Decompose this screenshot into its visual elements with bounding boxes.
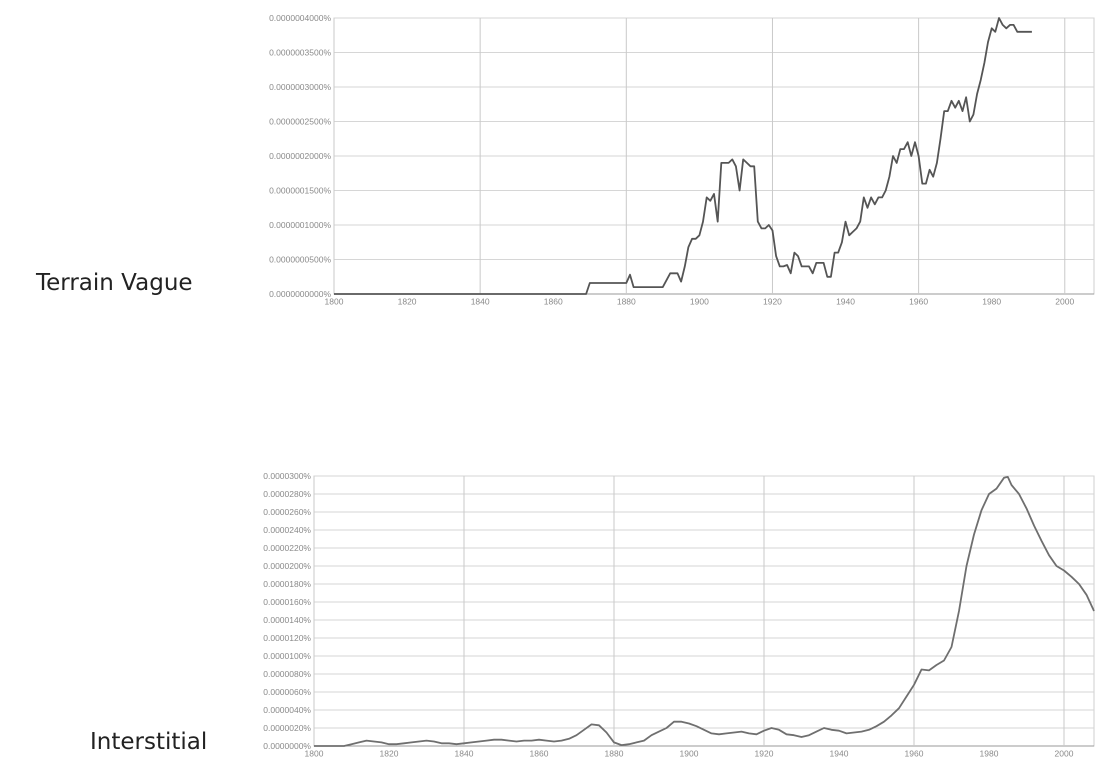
series-line	[334, 17, 1032, 295]
x-tick-label: 1860	[530, 749, 549, 759]
y-tick-label: 0.0000003000%	[269, 82, 331, 92]
y-tick-label: 0.0000280%	[263, 489, 311, 499]
y-tick-label: 0.0000200%	[263, 561, 311, 571]
x-tick-label: 1800	[305, 749, 324, 759]
y-tick-label: 0.0000060%	[263, 687, 311, 697]
y-tick-label: 0.0000020%	[263, 723, 311, 733]
x-tick-label: 1820	[380, 749, 399, 759]
y-tick-label: 0.0000000000%	[269, 289, 331, 299]
x-tick-label: 1980	[980, 749, 999, 759]
y-tick-label: 0.0000001000%	[269, 220, 331, 230]
series-line	[314, 476, 1095, 747]
y-tick-label: 0.0000004000%	[269, 13, 331, 23]
row-label-terrain-vague: Terrain Vague	[36, 270, 193, 296]
y-tick-label: 0.0000140%	[263, 615, 311, 625]
x-tick-label: 1940	[836, 297, 855, 307]
row-label-interstitial: Interstitial	[90, 729, 208, 755]
x-tick-label: 1880	[617, 297, 636, 307]
y-tick-label: 0.0000000500%	[269, 254, 331, 264]
x-tick-label: 1860	[544, 297, 563, 307]
y-tick-label: 0.0000300%	[263, 471, 311, 481]
x-tick-label: 2000	[1055, 297, 1074, 307]
x-tick-label: 1960	[905, 749, 924, 759]
x-tick-label: 1920	[755, 749, 774, 759]
y-tick-label: 0.0000160%	[263, 597, 311, 607]
x-tick-label: 1920	[763, 297, 782, 307]
plot-area-border	[313, 475, 1095, 747]
x-tick-label: 1960	[909, 297, 928, 307]
ngram-chart-terrain-vague: 0.0000000000% 0.0000000500% 0.0000001000% 0…	[269, 13, 1095, 307]
y-tick-label: 0.0000180%	[263, 579, 311, 589]
y-tick-label: 0.0000003500%	[269, 47, 331, 57]
x-tick-label: 1820	[398, 297, 417, 307]
y-tick-label: 0.0000080%	[263, 669, 311, 679]
x-tick-label: 1840	[455, 749, 474, 759]
y-tick-label: 0.0000002000%	[269, 151, 331, 161]
x-tick-label: 1840	[471, 297, 490, 307]
y-tick-label: 0.0000120%	[263, 633, 311, 643]
x-tick-label: 1980	[982, 297, 1001, 307]
x-tick-label: 1900	[680, 749, 699, 759]
x-tick-label: 1800	[325, 297, 344, 307]
y-tick-label: 0.0000100%	[263, 651, 311, 661]
y-tick-label: 0.0000220%	[263, 543, 311, 553]
y-tick-label: 0.0000240%	[263, 525, 311, 535]
ngram-chart-interstitial: 0.0000000% 0.0000020% 0.0000040% 0.0000060%…	[263, 471, 1095, 759]
x-tick-label: 2000	[1055, 749, 1074, 759]
y-tick-label: 0.0000000%	[263, 741, 311, 751]
x-tick-label: 1900	[690, 297, 709, 307]
x-tick-label: 1940	[830, 749, 849, 759]
y-tick-label: 0.0000040%	[263, 705, 311, 715]
y-tick-label: 0.0000001500%	[269, 185, 331, 195]
y-tick-label: 0.0000260%	[263, 507, 311, 517]
y-tick-label: 0.0000002500%	[269, 116, 331, 126]
x-tick-label: 1880	[605, 749, 624, 759]
